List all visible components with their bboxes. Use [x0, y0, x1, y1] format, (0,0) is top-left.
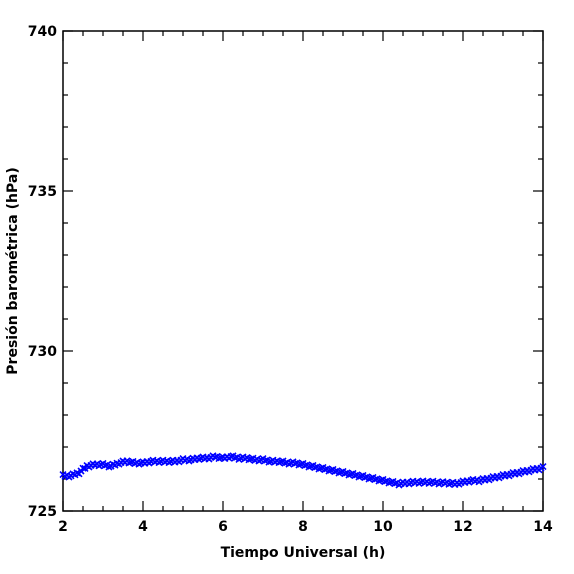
data-point — [367, 474, 375, 482]
y-tick-label: 735 — [28, 184, 57, 200]
data-point — [127, 458, 135, 466]
data-point — [325, 467, 333, 475]
data-point — [345, 471, 353, 479]
data-point — [381, 478, 389, 486]
data-point — [277, 458, 285, 466]
data-point — [327, 466, 335, 474]
data-point — [125, 459, 133, 467]
y-tick-label: 740 — [28, 24, 57, 40]
y-axis-label: Presión barométrica (hPa) — [5, 167, 21, 374]
x-axis-label: Tiempo Universal (h) — [221, 545, 386, 561]
x-tick-label: 6 — [218, 519, 228, 535]
data-point — [231, 454, 239, 462]
data-point — [301, 462, 309, 470]
data-point — [317, 464, 325, 472]
data-point — [261, 457, 269, 465]
data-point — [247, 455, 255, 463]
data-point — [355, 473, 363, 481]
x-tick-label: 8 — [298, 519, 308, 535]
data-point — [105, 463, 113, 471]
data-point — [79, 464, 87, 472]
data-point — [315, 465, 323, 473]
data-point — [321, 466, 329, 474]
x-tick-labels: 2 4 6 8 10 12 14 — [58, 519, 553, 535]
data-point — [375, 477, 383, 485]
data-point — [385, 479, 393, 487]
data-point — [215, 455, 223, 463]
x-tick-label: 14 — [533, 519, 553, 535]
x-tick-label: 4 — [138, 519, 148, 535]
x-tick-label: 12 — [453, 519, 472, 535]
data-point — [211, 453, 219, 461]
plot-frame — [62, 30, 544, 512]
data-point — [275, 459, 283, 467]
data-point — [265, 458, 273, 466]
data-points — [59, 452, 547, 489]
data-point — [341, 470, 349, 478]
data-point — [227, 453, 235, 461]
y-tick-label: 730 — [28, 344, 57, 360]
x-tick-label: 10 — [373, 519, 393, 535]
data-point — [337, 468, 345, 476]
data-point — [365, 475, 373, 483]
data-point — [391, 480, 399, 488]
data-point — [335, 469, 343, 477]
data-point — [307, 462, 315, 470]
data-point — [331, 468, 339, 476]
data-point — [305, 463, 313, 471]
data-point — [295, 461, 303, 469]
data-point — [101, 462, 109, 470]
y-tick-labels: 725 730 735 740 — [28, 24, 57, 520]
data-point — [311, 464, 319, 472]
data-point — [291, 460, 299, 468]
data-point — [297, 460, 305, 468]
data-point — [351, 472, 359, 480]
data-point — [361, 474, 369, 482]
axis-ticks — [62, 30, 544, 512]
y-tick-label: 725 — [28, 504, 57, 520]
data-point — [377, 476, 385, 484]
data-point — [245, 456, 253, 464]
data-point — [387, 478, 395, 486]
data-point — [347, 470, 355, 478]
x-tick-label: 2 — [58, 519, 68, 535]
data-point — [357, 472, 365, 480]
data-point — [539, 463, 547, 471]
data-point — [371, 476, 379, 484]
